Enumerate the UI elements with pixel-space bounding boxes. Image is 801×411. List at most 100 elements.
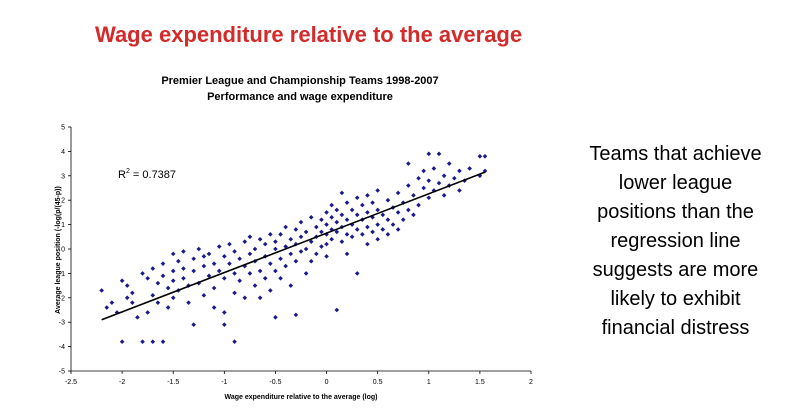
data-point: [242, 295, 248, 301]
data-point: [360, 232, 365, 237]
data-point: [365, 210, 370, 215]
data-point: [416, 175, 421, 181]
data-point: [308, 239, 314, 244]
data-point: [288, 236, 294, 242]
data-point: [252, 246, 258, 252]
data-point: [365, 241, 370, 247]
data-point: [329, 236, 334, 242]
x-tick-label: 0: [325, 379, 329, 386]
data-point: [273, 246, 278, 252]
y-tick-label: 3: [61, 173, 65, 180]
data-point: [124, 295, 130, 301]
data-point: [191, 256, 196, 262]
data-point: [375, 236, 380, 242]
x-tick-label: 2: [529, 379, 533, 386]
data-point: [181, 249, 186, 254]
data-point: [288, 251, 294, 257]
data-point: [170, 295, 176, 301]
data-point: [160, 261, 166, 266]
data-point: [109, 300, 115, 305]
data-point: [130, 300, 135, 305]
data-point: [385, 232, 391, 237]
data-point: [385, 197, 391, 203]
data-point: [324, 222, 329, 227]
data-point: [334, 229, 340, 235]
data-point: [370, 229, 375, 235]
x-tick-label: -0.5: [269, 379, 281, 386]
data-point: [262, 275, 268, 281]
data-point: [349, 234, 355, 240]
data-point: [268, 232, 273, 237]
data-point: [339, 190, 345, 196]
commentary-line: lower league: [618, 172, 733, 194]
data-point: [298, 219, 304, 225]
data-point: [344, 232, 350, 237]
data-point: [237, 278, 242, 284]
data-point: [349, 207, 355, 213]
data-point: [176, 258, 181, 264]
chart-title: Premier League and Championship Teams 19…: [161, 75, 438, 87]
data-point: [222, 254, 227, 259]
data-point: [406, 183, 411, 188]
data-point: [268, 288, 273, 293]
data-point: [191, 268, 196, 274]
data-point: [411, 193, 416, 198]
x-tick-label: 1: [427, 379, 431, 386]
tick-labels: -2.5 -2 -1.5 -1 -0.5 0 0.5 1 1.5 2 -5 -4 -3 -2 -1 0 1 2 3 4…: [59, 125, 533, 387]
data-point: [411, 212, 416, 218]
data-point: [436, 180, 442, 186]
data-point: [232, 339, 237, 345]
data-point: [324, 241, 329, 247]
data-point: [247, 271, 253, 276]
data-point: [216, 244, 222, 249]
data-point: [124, 283, 130, 288]
data-point: [349, 222, 355, 227]
data-point: [324, 232, 329, 237]
data-point: [232, 249, 237, 254]
data-point: [232, 271, 237, 276]
data-point: [288, 283, 294, 288]
data-point: [119, 278, 125, 284]
x-axis-label: Wage expenditure relative to the average…: [224, 394, 377, 401]
data-point: [329, 227, 334, 232]
data-point: [237, 256, 242, 262]
x-tick-label: -2.5: [65, 379, 77, 386]
data-point: [436, 151, 442, 157]
data-point: [119, 339, 125, 345]
data-point: [145, 275, 150, 281]
data-point: [227, 241, 232, 247]
data-point: [324, 210, 329, 215]
data-point: [344, 251, 350, 257]
data-point: [257, 268, 263, 274]
r-squared-symbol: R: [118, 169, 126, 181]
x-tick-label: -2: [119, 379, 125, 386]
slide-title: Wage expenditure relative to the average: [95, 22, 523, 47]
data-point: [421, 168, 426, 174]
commentary-line: Teams that achieve: [589, 143, 762, 165]
data-point: [314, 251, 319, 257]
data-point: [339, 212, 345, 218]
y-tick-label: -5: [59, 369, 65, 376]
data-point: [426, 151, 432, 157]
x-tick-label: -1: [221, 379, 227, 386]
data-point: [308, 258, 314, 264]
r-squared-annotation: R2 = 0.7387: [118, 168, 176, 181]
data-point: [145, 310, 150, 315]
data-point: [354, 227, 360, 232]
data-point: [257, 236, 263, 242]
data-point: [441, 193, 447, 198]
data-point: [339, 239, 345, 244]
data-point: [268, 261, 273, 266]
data-point: [298, 249, 304, 254]
data-point: [431, 166, 437, 171]
data-point: [293, 227, 299, 232]
data-point: [170, 268, 176, 274]
data-point: [216, 268, 222, 274]
data-point: [395, 190, 401, 196]
regression-line: [101, 171, 486, 321]
y-tick-label: 0: [61, 247, 65, 254]
data-point: [365, 224, 370, 230]
data-point: [298, 234, 304, 240]
data-point: [370, 200, 375, 205]
data-point: [160, 339, 166, 345]
